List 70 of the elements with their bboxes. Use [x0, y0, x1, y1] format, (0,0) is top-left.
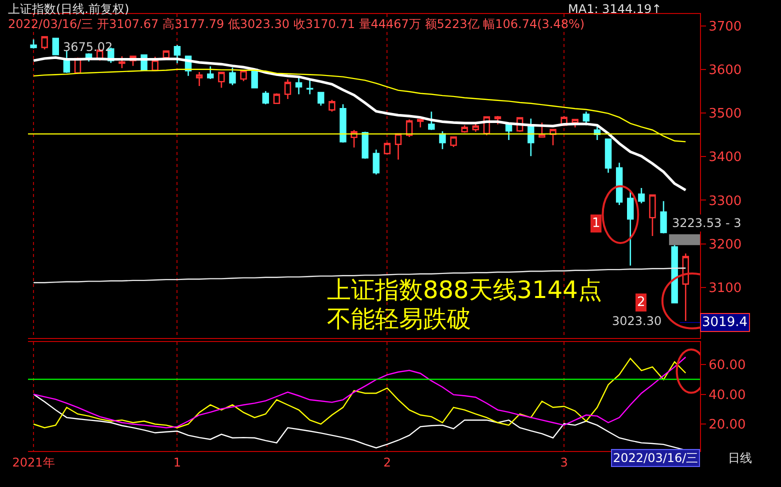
y-tick-label: 20.00: [708, 418, 746, 433]
candlestick: [240, 70, 247, 82]
annotation: 2: [637, 295, 646, 310]
annotation: 不能轻易跌破: [327, 305, 471, 333]
chart-subtitle: 2022/03/16/三 开3107.67 高3177.79 低3023.30 收3170.71 量44467万 额5223亿 幅106.74(3.48%): [8, 17, 585, 31]
candlestick: [340, 104, 346, 144]
candlestick: [649, 194, 656, 237]
y-tick-label: 3700: [708, 19, 742, 34]
candlestick: [52, 37, 59, 56]
candlestick: [196, 71, 203, 87]
candlestick: [528, 118, 534, 157]
candlestick: [251, 68, 258, 89]
text: 日线: [728, 451, 752, 465]
candlestick: [638, 187, 645, 204]
candlestick: [362, 131, 368, 160]
x-tick-label: 2021年: [12, 455, 55, 470]
y-tick-label: 3200: [708, 237, 742, 252]
candlestick: [350, 129, 358, 148]
ref-line-label: 3019.4: [702, 315, 748, 330]
candlestick: [174, 44, 181, 64]
annotation: 1: [592, 216, 600, 231]
candlestick: [218, 71, 225, 88]
candlestick: [30, 38, 37, 50]
candlestick: [439, 130, 446, 150]
candlestick: [394, 133, 402, 160]
candlestick: [262, 90, 269, 105]
x-tick-label: 3: [560, 455, 568, 470]
y-tick-label: 3400: [708, 150, 742, 166]
candlestick: [284, 78, 292, 100]
candlestick: [428, 111, 435, 131]
candlestick: [671, 244, 678, 304]
candlestick: [328, 99, 336, 112]
x-tick-label: 2: [383, 455, 392, 470]
candlestick: [384, 142, 391, 156]
candlestick: [682, 252, 689, 322]
annotation: 上证指数888天线3144点: [327, 276, 602, 304]
candlestick: [505, 124, 512, 141]
candlestick: [207, 66, 214, 80]
candlestick: [273, 92, 280, 104]
candlestick: [406, 118, 413, 138]
y-tick-label: 3600: [708, 62, 742, 78]
y-tick-label: 40.00: [708, 388, 746, 403]
annotation: 3023.30: [612, 314, 662, 328]
candlestick: [118, 56, 126, 69]
candlestick: [461, 124, 468, 134]
candlestick: [372, 148, 380, 176]
y-tick-label: 3100: [708, 280, 742, 296]
y-tick-label: 3500: [708, 106, 742, 122]
candlestick: [41, 36, 48, 50]
candlestick: [417, 118, 424, 128]
candlestick: [660, 200, 667, 234]
candlestick: [63, 50, 70, 74]
chart-title: 上证指数(日线.前复权): [8, 2, 130, 16]
candlestick: [229, 66, 236, 86]
candlestick: [627, 190, 634, 266]
y-tick-label: 3300: [708, 194, 742, 209]
candlestick: [450, 136, 457, 148]
y-tick-label: 60.00: [708, 358, 746, 373]
annotation: 3675.02: [63, 40, 113, 54]
x-tick-label: 1: [173, 455, 182, 470]
candlestick: [318, 91, 324, 106]
line-series: [32, 56, 687, 192]
candlestick: [604, 138, 612, 174]
candlestick: [616, 162, 623, 206]
candlestick: [295, 77, 302, 95]
annotation: MA1: 3144.19↑: [568, 2, 662, 16]
band-label: 3223.53 - 3: [672, 216, 742, 230]
text: 2022/03/16/三: [613, 451, 698, 465]
candlestick: [494, 115, 502, 125]
candlestick: [306, 78, 314, 95]
